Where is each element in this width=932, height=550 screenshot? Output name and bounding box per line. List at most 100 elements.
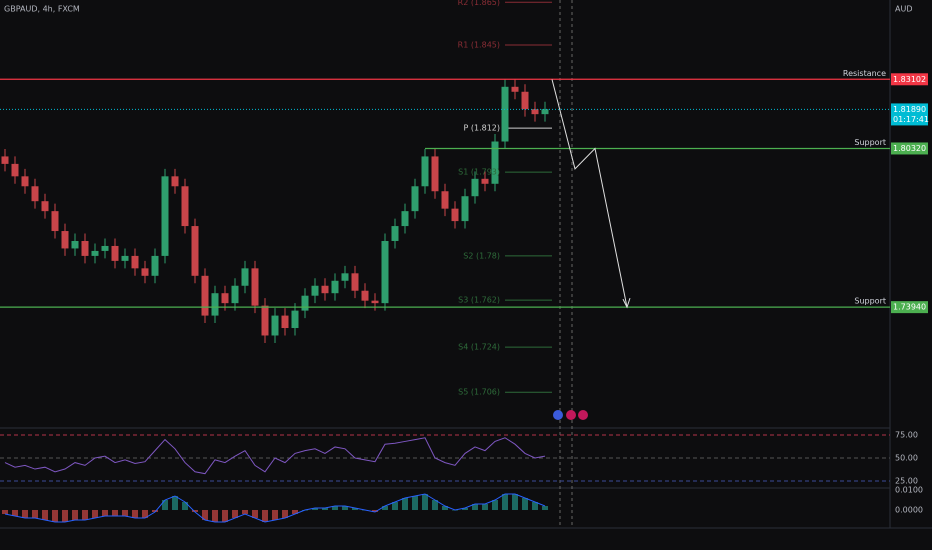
pivot-label: S4 (1.724) xyxy=(458,343,500,352)
candle-body xyxy=(471,178,479,197)
candle-body xyxy=(401,211,409,227)
candle-body xyxy=(181,186,189,227)
macd-bar xyxy=(512,494,518,510)
candle-body xyxy=(341,273,349,281)
candle-body xyxy=(71,240,79,249)
candle-body xyxy=(431,156,439,192)
macd-bar xyxy=(112,510,118,516)
candle-body xyxy=(331,280,339,294)
event-icon[interactable] xyxy=(578,410,588,420)
candle-body xyxy=(21,176,29,187)
candle-body xyxy=(151,255,159,276)
price-tag xyxy=(891,103,928,126)
macd-bar xyxy=(312,508,318,510)
currency: AUD xyxy=(895,5,913,14)
macd-bar xyxy=(372,510,378,512)
macd-bar xyxy=(2,510,8,514)
price-tag-label: 1.83102 xyxy=(893,75,926,84)
candle-body xyxy=(381,240,389,304)
macd-tick-label: 0.0100 xyxy=(895,486,923,495)
level-name: Support xyxy=(854,138,886,147)
macd-bar xyxy=(52,510,58,522)
candle-body xyxy=(391,226,399,241)
macd-bar xyxy=(272,510,278,520)
candle-body xyxy=(301,295,309,311)
candle-body xyxy=(191,226,199,276)
macd-bar xyxy=(12,510,18,516)
candle-body xyxy=(161,176,169,256)
macd-bar xyxy=(482,504,488,510)
candle-body xyxy=(421,156,429,187)
candle-body xyxy=(511,86,519,92)
macd-bar xyxy=(92,510,98,518)
event-icon[interactable] xyxy=(553,410,563,420)
candle-body xyxy=(11,163,19,177)
macd-bar xyxy=(122,510,128,516)
macd-bar xyxy=(382,506,388,510)
candle-body xyxy=(51,211,59,232)
candle-body xyxy=(61,231,69,249)
macd-bar xyxy=(192,510,198,512)
price-tag-label: 1.73940 xyxy=(893,303,926,312)
price-tag-label: 1.81890 xyxy=(893,105,926,114)
candle-body xyxy=(261,305,269,336)
macd-bar xyxy=(542,506,548,510)
pivot-label: S1 (1.793) xyxy=(458,168,500,177)
candle-body xyxy=(31,186,39,202)
candle-body xyxy=(281,315,289,329)
candle-body xyxy=(1,156,9,164)
macd-bar xyxy=(172,496,178,510)
candle-body xyxy=(361,290,369,301)
candle-body xyxy=(91,250,99,256)
candle-body xyxy=(531,109,539,115)
event-icon[interactable] xyxy=(566,410,576,420)
candle-body xyxy=(221,293,229,304)
macd-bar xyxy=(22,510,28,518)
macd-bar xyxy=(442,506,448,510)
macd-bar xyxy=(342,506,348,510)
candle-body xyxy=(411,186,419,212)
macd-bar xyxy=(532,502,538,510)
macd-tick-label: 0.0000 xyxy=(895,506,923,515)
candle-body xyxy=(291,310,299,329)
macd-bar xyxy=(522,498,528,510)
candle-body xyxy=(311,285,319,296)
rsi-line xyxy=(4,437,546,475)
macd-bar xyxy=(352,508,358,510)
level-name: Resistance xyxy=(843,69,886,78)
pivot-label: P (1.812) xyxy=(463,124,500,133)
macd-bar xyxy=(502,494,508,510)
candle-body xyxy=(521,91,529,110)
candle-body xyxy=(491,141,499,184)
symbol-title: GBPAUD, 4h, FXCM xyxy=(4,5,80,14)
candle-body xyxy=(121,255,129,261)
candle-body xyxy=(231,285,239,304)
macd-bar xyxy=(62,510,68,522)
candle-body xyxy=(131,255,139,269)
macd-bar xyxy=(212,510,218,522)
candle-body xyxy=(241,268,249,286)
pivot-label: S2 (1.78) xyxy=(463,251,500,260)
rsi-tick-label: 75.00 xyxy=(895,430,918,439)
candle-body xyxy=(101,245,109,251)
rsi-tick-label: 25.00 xyxy=(895,477,918,486)
candle-body xyxy=(251,268,259,306)
candle-body xyxy=(451,208,459,222)
macd-bar xyxy=(182,502,188,510)
candle-body xyxy=(501,86,509,142)
macd-bar xyxy=(142,510,148,518)
macd-bar xyxy=(232,510,238,518)
rsi-tick-label: 50.00 xyxy=(895,454,918,463)
candle-body xyxy=(461,196,469,222)
macd-bar xyxy=(202,510,208,520)
macd-bar xyxy=(322,508,328,510)
arrow-head xyxy=(622,297,631,309)
macd-bar xyxy=(262,510,268,522)
candle-body xyxy=(351,273,359,291)
macd-bar xyxy=(252,510,258,518)
pivot-label: R1 (1.845) xyxy=(458,41,500,50)
macd-bar xyxy=(222,510,228,522)
countdown: 01:17:41 xyxy=(893,115,929,124)
price-tag xyxy=(891,301,928,314)
